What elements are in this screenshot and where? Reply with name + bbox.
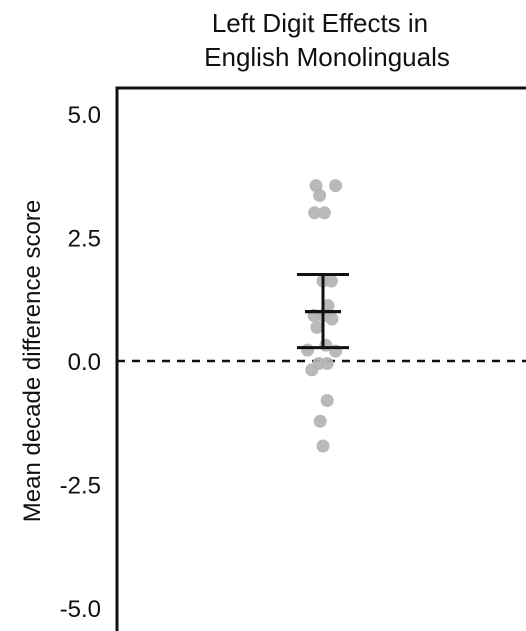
data-point (316, 439, 330, 453)
chart-title-line-2: English Monolinguals (204, 42, 450, 72)
summary-layer (297, 273, 349, 350)
chart-title-line-1: Left Digit Effects in (212, 8, 428, 38)
y-tick-labels: 5.0 2.5 0.0 -2.5 -5.0 (60, 102, 101, 623)
data-point (325, 312, 339, 326)
y-tick-label: -2.5 (60, 473, 101, 500)
y-axis-label: Mean decade difference score (19, 200, 46, 522)
y-tick-label: 5.0 (68, 102, 101, 129)
axes (115, 86, 526, 631)
data-point (320, 356, 334, 370)
data-point (321, 299, 335, 313)
data-point (313, 189, 327, 203)
data-point (305, 363, 319, 377)
y-tick-label: 0.0 (68, 349, 101, 376)
data-point (310, 320, 324, 334)
y-tick-label: 2.5 (68, 226, 101, 253)
data-point (317, 206, 331, 220)
y-tick-label: -5.0 (60, 596, 101, 623)
data-point (320, 394, 334, 408)
data-point (324, 274, 338, 288)
data-point (308, 206, 322, 220)
chart-title: Left Digit Effects in English Monolingua… (204, 8, 450, 72)
data-point (313, 414, 327, 428)
data-point (301, 343, 315, 357)
data-point (329, 179, 343, 193)
data-point (309, 179, 323, 193)
